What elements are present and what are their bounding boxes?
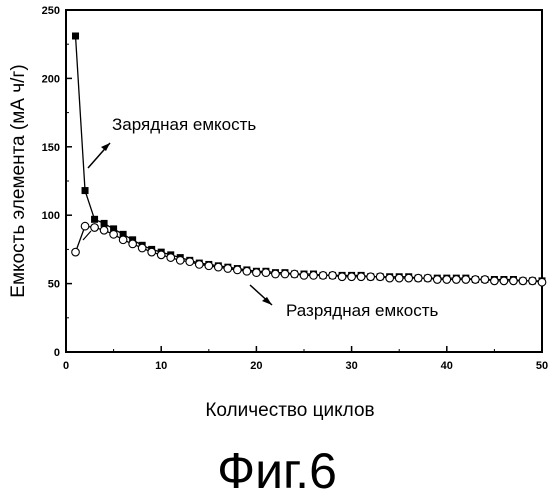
x-tick-label: 50 [536, 360, 548, 372]
data-point [310, 272, 318, 280]
plot-area: 0 50 100 150 200 250 0 10 20 30 40 50 Зарядная емк… [42, 5, 548, 372]
data-point [167, 254, 175, 262]
series-layer [72, 32, 546, 286]
data-point [81, 222, 89, 230]
data-point [186, 258, 194, 266]
data-point [300, 272, 308, 280]
data-point [376, 273, 384, 281]
data-point [348, 273, 356, 281]
x-tick-label: 20 [250, 360, 262, 372]
x-tick-label: 30 [345, 360, 357, 372]
data-point [72, 248, 80, 256]
data-point [110, 231, 118, 239]
y-tick-label: 150 [42, 142, 60, 154]
data-point [386, 274, 394, 282]
figure-label: Фиг.6 [217, 443, 337, 499]
data-point [395, 274, 403, 282]
x-tick-label: 40 [441, 360, 453, 372]
data-point [424, 274, 432, 282]
y-axis-label: Емкость элемента (мА ч/г) [8, 64, 29, 297]
data-point [253, 269, 261, 277]
data-point [481, 276, 489, 284]
y-tick-label: 0 [54, 347, 60, 359]
data-point [176, 257, 184, 265]
y-tick-label: 250 [42, 5, 60, 17]
data-point [443, 276, 451, 284]
data-point [205, 262, 213, 270]
y-tick-label: 200 [42, 73, 60, 85]
data-point [100, 226, 108, 234]
data-point [91, 224, 99, 232]
data-point [262, 269, 270, 277]
annotation-charge-arrowhead [101, 143, 110, 151]
data-point [91, 216, 98, 223]
data-point [405, 274, 413, 282]
data-point [281, 270, 289, 278]
data-point [462, 276, 470, 284]
data-point [129, 240, 137, 248]
x-tick-label: 0 [63, 360, 69, 372]
data-point [319, 272, 327, 280]
data-point [453, 276, 461, 284]
data-point [82, 187, 89, 194]
data-point [472, 276, 480, 284]
annotation-discharge-start-pointer [83, 231, 91, 240]
data-point [519, 277, 527, 285]
data-point [500, 277, 508, 285]
x-axis-label: Количество циклов [205, 400, 374, 421]
data-point [433, 276, 441, 284]
annotation-charge-label: Зарядная емкость [112, 115, 256, 134]
data-point [291, 270, 299, 278]
data-point [101, 220, 108, 227]
data-point [367, 273, 375, 281]
data-point [195, 261, 203, 269]
data-point [215, 263, 223, 271]
annotation-layer: Зарядная емкость Разрядная емкость [83, 115, 439, 320]
data-point [357, 273, 365, 281]
data-point [72, 32, 79, 39]
series-discharge [72, 222, 546, 286]
data-point [272, 270, 280, 278]
data-point [234, 266, 242, 274]
data-point [157, 251, 165, 259]
data-point [329, 272, 337, 280]
data-point [148, 248, 156, 256]
y-axis: 0 50 100 150 200 250 [42, 5, 72, 359]
data-point [510, 277, 518, 285]
data-point [338, 273, 346, 281]
x-tick-label: 10 [155, 360, 167, 372]
annotation-discharge-label: Разрядная емкость [286, 301, 439, 320]
data-point [414, 274, 422, 282]
data-point [119, 236, 127, 244]
data-point [224, 265, 232, 273]
data-point [538, 278, 546, 286]
data-point [529, 277, 537, 285]
data-point [138, 244, 146, 252]
x-axis: 0 10 20 30 40 50 [63, 346, 548, 372]
y-tick-label: 50 [48, 279, 60, 291]
data-point [243, 267, 251, 275]
y-tick-label: 100 [42, 210, 60, 222]
data-point [491, 277, 499, 285]
